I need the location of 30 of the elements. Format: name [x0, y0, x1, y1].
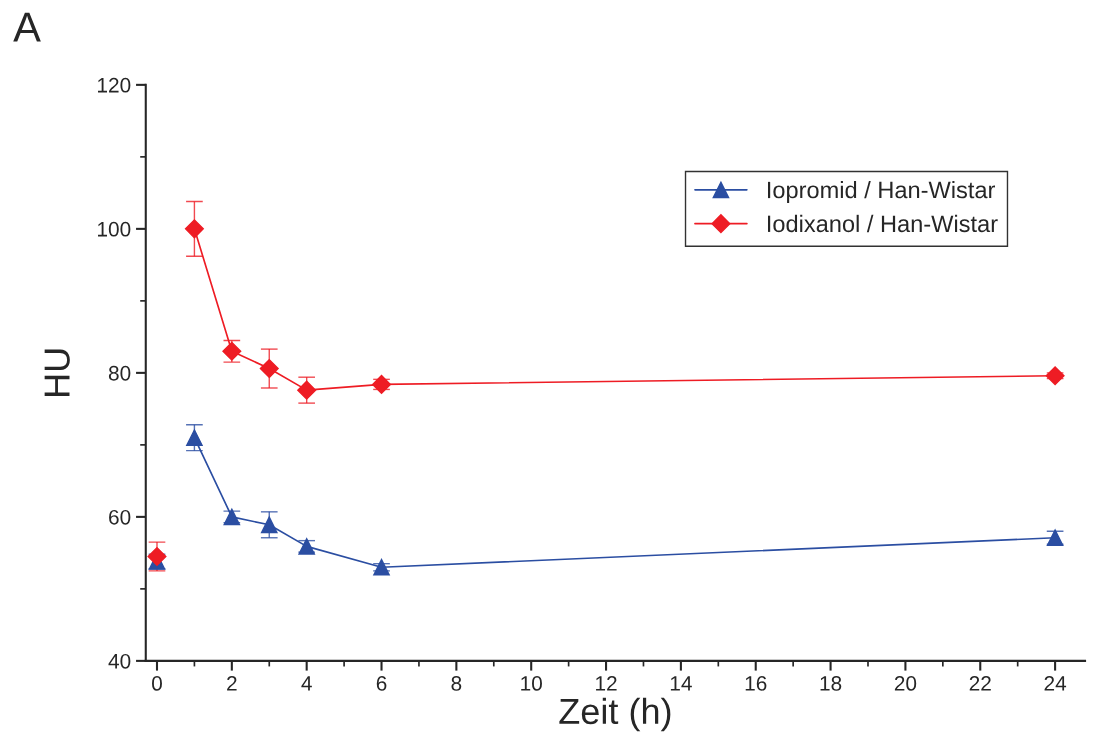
x-tick-label: 6: [376, 676, 387, 691]
point: [147, 546, 167, 567]
y-tick-label: 60: [109, 509, 131, 525]
y-tick-label: 40: [108, 653, 131, 669]
x-tick-label: 4: [301, 676, 312, 691]
y-tick-label: 80: [108, 365, 131, 381]
point: [260, 516, 278, 534]
x-tick-label: 22: [969, 676, 991, 691]
x-tick-label: 24: [1044, 676, 1067, 691]
x-tick-label: 2: [227, 676, 237, 691]
x-axis-title: Zeit (h): [559, 697, 671, 732]
point: [184, 219, 204, 239]
x-tick-label: 20: [894, 676, 917, 691]
point: [297, 380, 317, 400]
x-tick-label: 0: [152, 676, 162, 691]
point: [186, 429, 203, 447]
point: [259, 359, 279, 379]
x-tick-label: 8: [451, 676, 462, 691]
y-tick-label: 120: [98, 77, 131, 93]
y-tick-label: 100: [98, 221, 131, 237]
x-tick-label: 18: [820, 676, 842, 691]
legend-label: Iodixanol / Han-Wistar: [767, 214, 998, 233]
y-axis-title: HU: [44, 349, 70, 396]
x-tick-label: 16: [745, 676, 767, 691]
legend-label: Iopromid / Han-Wistar: [767, 181, 996, 204]
x-tick-label: 14: [670, 676, 692, 691]
x-tick-label: 12: [596, 676, 617, 691]
chart-title: A: [13, 12, 41, 42]
x-tick-label: 10: [521, 676, 542, 691]
point: [373, 558, 390, 576]
